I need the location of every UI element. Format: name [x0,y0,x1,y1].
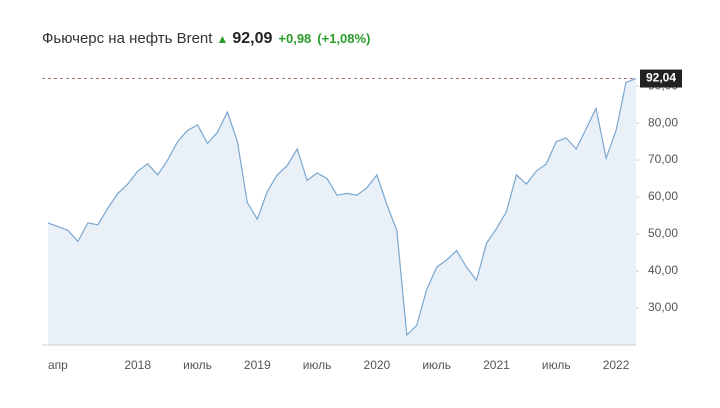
x-tick-label: 2021 [483,358,510,372]
title: Фьючерс на нефть Brent [42,30,213,47]
last-price-label: 92,04 [646,71,676,85]
last-price-badge [640,69,682,88]
x-tick-label: июль [422,358,451,372]
y-tick-label: 80,00 [648,115,678,129]
y-tick-label: 70,00 [648,152,678,166]
x-tick-label: 2019 [244,358,271,372]
y-tick-label: 60,00 [648,189,678,203]
x-tick-label: 2020 [364,358,391,372]
header: Фьючерс на нефть Brent ▲ 92,09 +0,98 (+1,08%… [42,30,370,48]
line [47,78,637,337]
x-tick-label: июль [303,358,332,372]
y-tick-label: 30,00 [648,300,678,314]
price: 92,09 [232,30,273,47]
y-tick-label: 40,00 [648,263,678,277]
y-tick-label: 50,00 [648,226,678,240]
x-tick-label: 2022 [603,358,630,372]
change: +0,98 [278,31,312,46]
x-tick-label: апр [48,358,68,372]
x-tick-label: 2018 [124,358,151,372]
x-tick-label: июль [183,358,212,372]
area-fill [48,78,636,345]
x-tick-label: июль [542,358,571,372]
up-arrow: ▲ [216,32,229,46]
change-pct: (+1,08%) [317,31,371,46]
